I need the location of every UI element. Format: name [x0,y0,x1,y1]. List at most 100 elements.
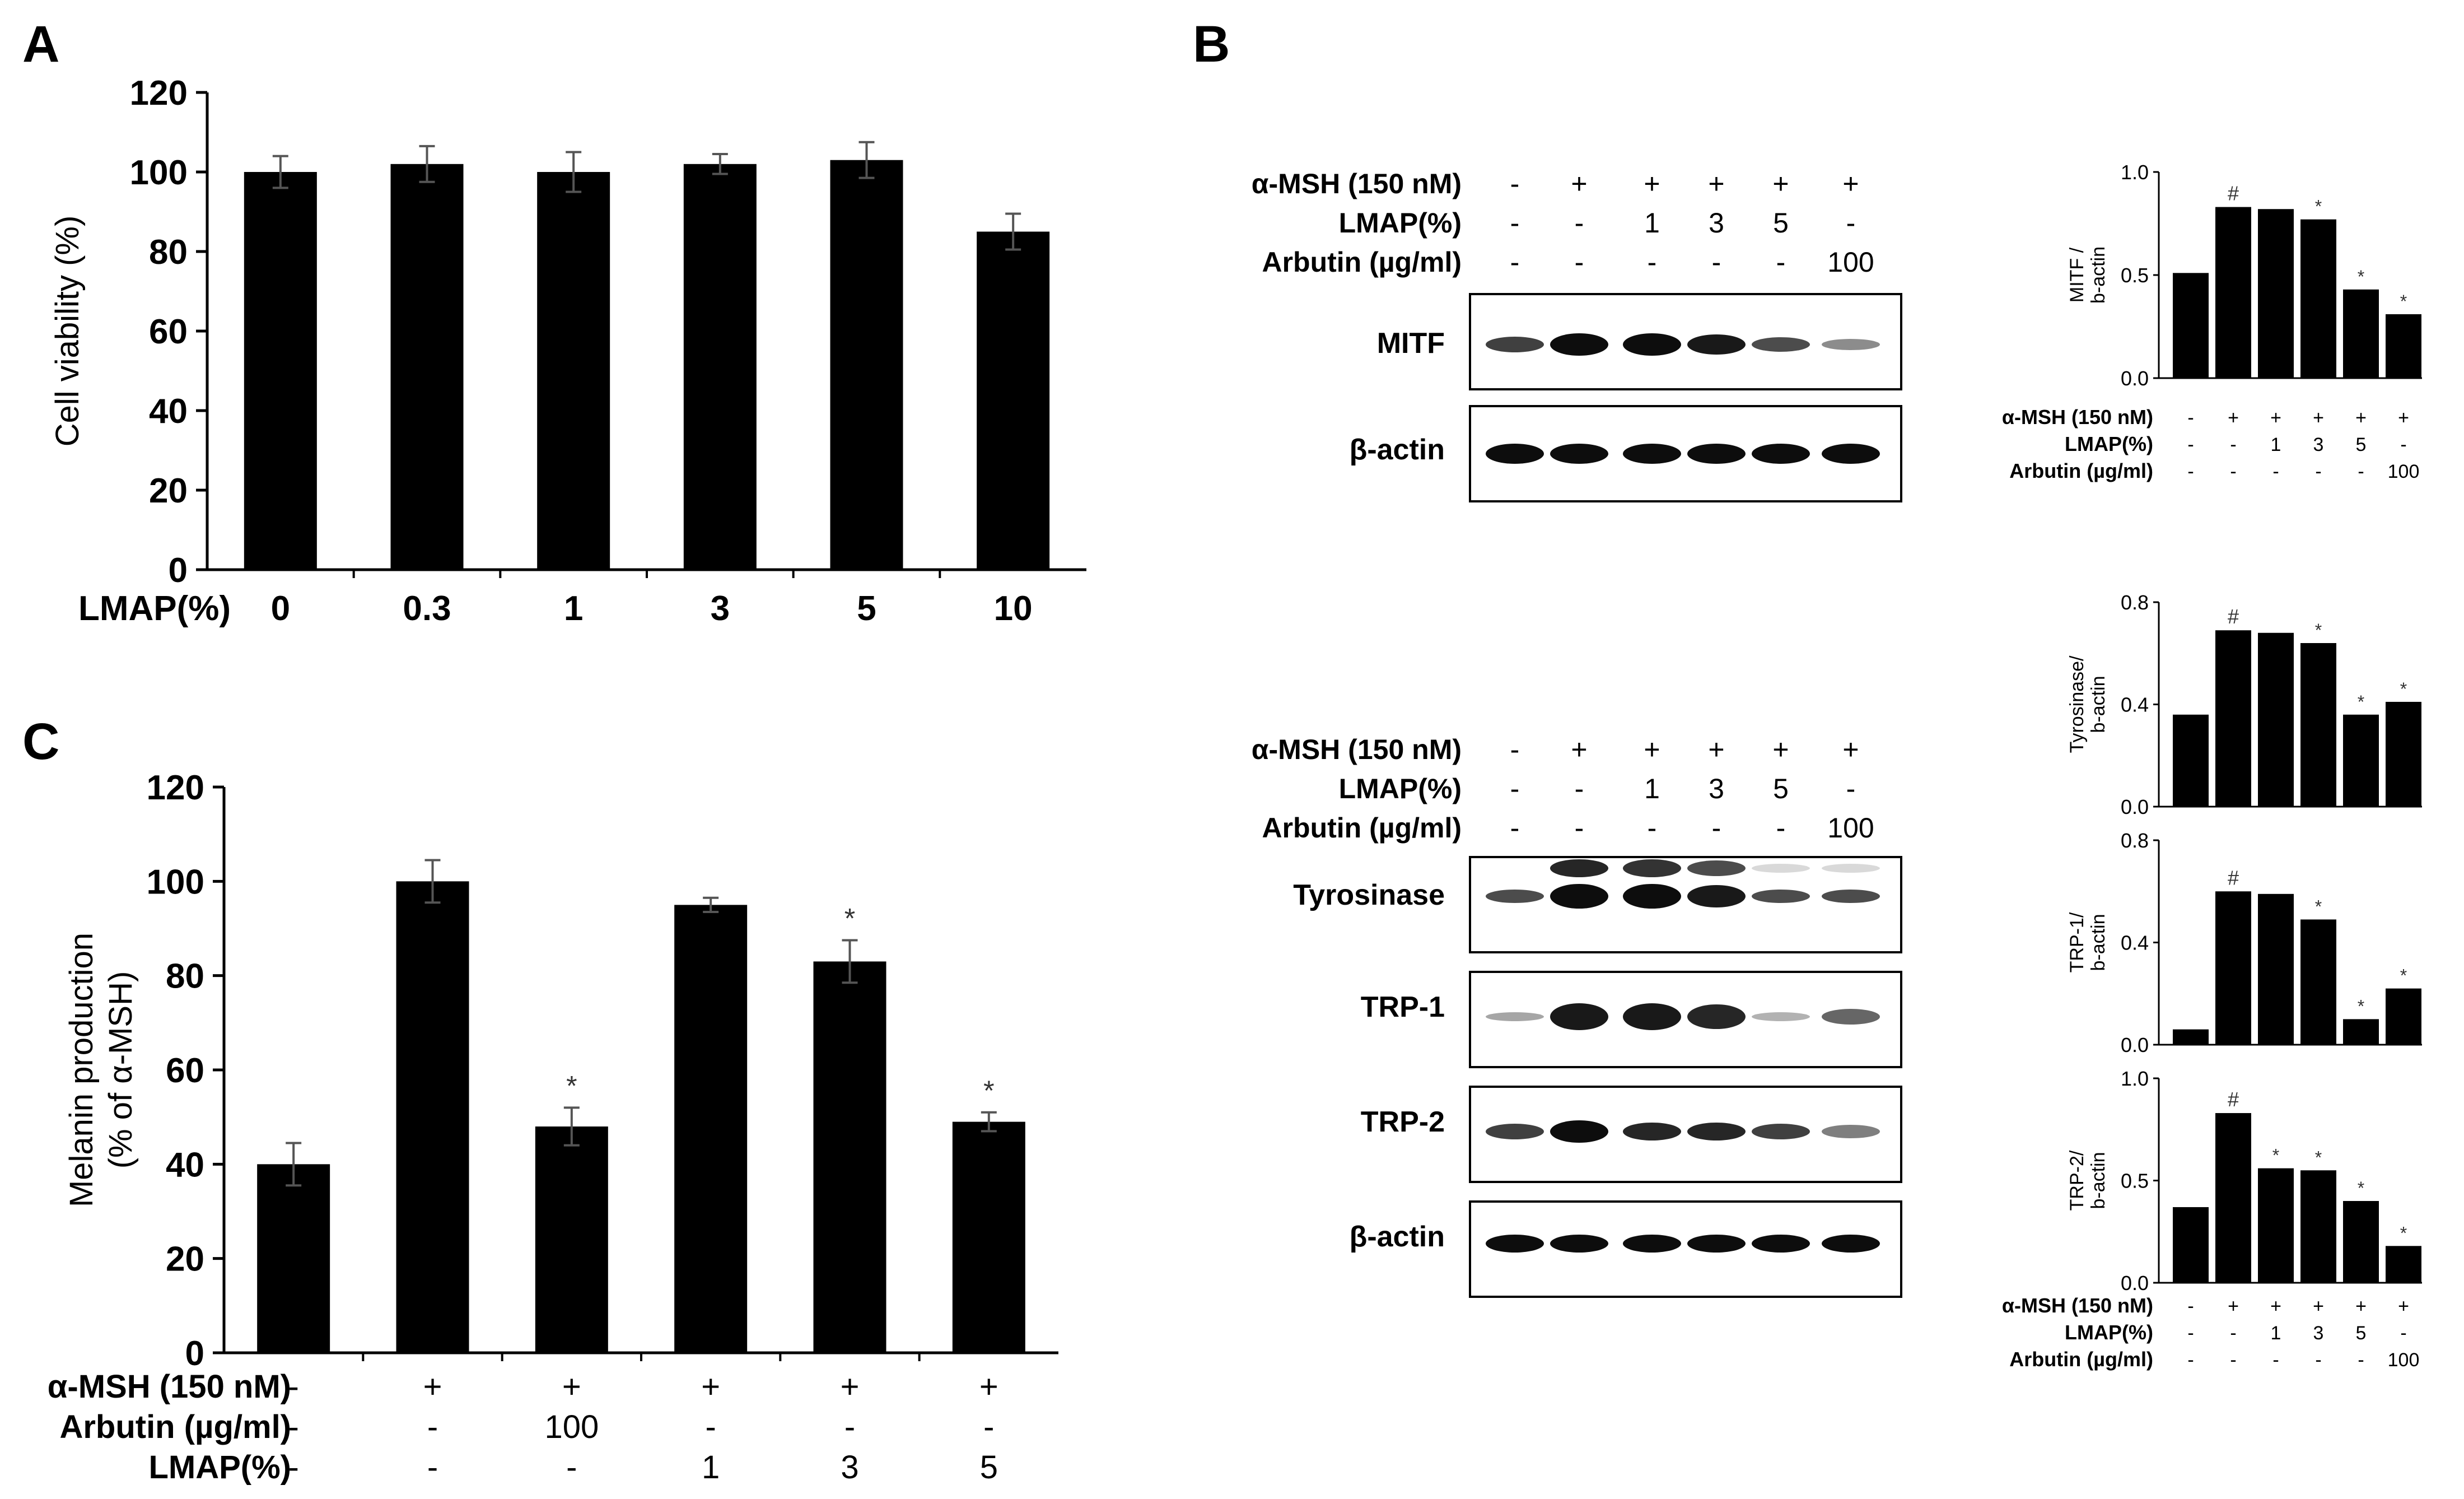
chart-c-row-value: - [566,1449,577,1486]
trp2-chart-significance-marker: # [2228,1088,2239,1111]
blot_bottom-lmap-lane-sign: - [1510,773,1520,804]
trp2-chart-y-tick-label: 0.0 [2121,1272,2149,1295]
bottom-charts-xlabels-row-value: 100 [2388,1349,2420,1371]
chartC-y-axis-label: (% of α-MSH) [102,971,139,1169]
blot_bottom-arbutin-lane-sign: - [1575,812,1584,844]
tyrosinase-chart-bar [2343,714,2379,807]
mitf-chart-y-axis-label: MITF / [2066,247,2088,302]
trp2-chart-significance-marker: * [2315,1147,2322,1167]
bottom-charts-xlabels-row-value: 5 [2356,1323,2367,1344]
bottom-charts-xlabels-row-label: α-MSH (150 nM) [2002,1294,2153,1317]
trp2-chart-significance-marker: * [2272,1146,2279,1166]
blot_top-arbutin-lane-sign: - [1776,246,1786,278]
tyrosinase-chart-y-tick-label: 0.0 [2121,795,2149,818]
mitf-chart-bar [2300,219,2336,378]
chartC-y-axis-label: Melanin production [63,933,100,1207]
tyrosinase-upper-band [1687,860,1746,876]
mitf-band [1623,333,1681,356]
top-charts-xlabels-row-value: - [2187,461,2194,482]
tyrosinase-chart-bar [2215,630,2251,807]
chartA-x-tick-label: 0.3 [403,589,451,628]
chartA-bar [977,231,1050,570]
bottom-charts-xlabels-row-value: + [2228,1296,2239,1317]
tyrosinase-chart-significance-marker: * [2315,620,2322,640]
blot_bottom-msh-lane-sign: + [1772,734,1789,765]
chart-c-row-value: 1 [702,1449,720,1486]
top-charts-xlabels-row-value: - [2315,461,2321,482]
trp1-chart-y-tick-label: 0.4 [2121,932,2149,955]
blot-bottom-band-label-trp2: TRP-2 [1361,1106,1445,1138]
chart-a-x-axis-label: LMAP(%) [78,589,231,628]
blot_top-arbutin-lane-sign: - [1648,246,1657,278]
bottom-charts-xlabels-row-value: 1 [2271,1323,2281,1344]
trp2-chart-y-tick-label: 1.0 [2121,1067,2149,1090]
mitf-chart-significance-marker: * [2400,291,2407,311]
blot_top-lmap-lane-sign: - [1575,207,1584,239]
trp2-band [1822,1125,1880,1138]
blot-bottom-band-label-actin: β-actin [1350,1221,1445,1253]
blot_top-lmap-lane-sign: - [1846,207,1856,239]
trp2-band [1486,1124,1544,1139]
top-charts-xlabels-row-value: - [2230,461,2236,482]
mitf-band [1752,337,1810,352]
blot_bottom-msh-lane-sign: + [1842,734,1859,765]
chartC-significance-marker: * [983,1075,994,1106]
chartA-y-axis-label: Cell viability (%) [49,216,86,447]
tyrosinase-band [1550,884,1608,909]
top-charts-xlabels-row-label: α-MSH (150 nM) [2002,406,2153,429]
tyrosinase-upper-band [1623,859,1681,877]
blot-top: α-MSH (150 nM) LMAP(%) Arbutin (µg/ml) -… [1252,168,1902,502]
blot_top-msh-lane-sign: - [1510,168,1520,199]
trp1-chart-bar [2300,919,2336,1045]
tyrosinase-upper-band [1550,859,1608,877]
chart-c-row-label: Arbutin (µg/ml) [59,1409,291,1445]
blot-bottom-band-label-tyrosinase: Tyrosinase [1293,879,1445,911]
chartA-x-tick-label: 10 [994,589,1033,628]
tyrosinase-chart-significance-marker: # [2228,605,2239,628]
top-charts-xlabels-row-label: LMAP(%) [2065,432,2153,455]
tyrosinase-chart-y-tick-label: 0.8 [2121,591,2149,614]
trp2-band [1687,1123,1746,1140]
trp1-band [1822,1009,1880,1025]
chartA-bar [537,172,610,570]
actin-bottom-band [1550,1235,1608,1253]
bottom-charts-xlabels-row-value: + [2270,1296,2281,1317]
chartC-significance-marker: * [566,1070,577,1101]
blot_bottom-arbutin-lane-sign: - [1776,812,1786,844]
trp1-chart-y-tick-label: 0.0 [2121,1034,2149,1056]
bottom-charts-xlabels-row-value: - [2187,1296,2194,1317]
blot_bottom-arbutin-lane-sign: - [1510,812,1520,844]
trp1-band [1550,1003,1608,1030]
blot_bottom-arbutin-lane-sign: - [1648,812,1657,844]
trp1-chart-y-tick-label: 0.8 [2121,829,2149,852]
chart-c-melanin: 0 20 40 60 80 100 120 Melanin production (% of α… [48,769,1058,1486]
bottom-charts-xlabels-row-value: + [2355,1296,2367,1317]
chart-c-row-value: 5 [980,1449,998,1486]
mitf-chart-y-tick-label: 0.0 [2121,367,2149,390]
actin-bottom-band [1822,1235,1880,1253]
top-charts-xlabels-row-value: + [2270,407,2281,429]
chartC-bar [535,1126,608,1353]
top-charts-xlabels-row-value: - [2187,434,2194,455]
actin-bottom-band [1687,1235,1746,1253]
bottom-charts-xlabels-row-label: LMAP(%) [2065,1321,2153,1344]
trp1-chart-bar [2215,891,2251,1045]
actin-bottom-band [1623,1235,1681,1253]
chartC-bar [396,881,469,1353]
actin-band [1752,444,1810,464]
bottom-charts-xlabels-row-value: - [2358,1349,2364,1371]
mitf-chart-y-tick-label: 1.0 [2121,161,2149,184]
trp2-chart-bar [2343,1201,2379,1283]
trp2-chart-bar [2386,1246,2421,1283]
chart-c-row-value: 3 [841,1449,858,1486]
mitf-band [1822,339,1880,350]
trp1-chart-bar [2343,1019,2379,1045]
chart-c-row-value: - [706,1409,716,1445]
chart-c-row-label: α-MSH (150 nM) [48,1368,291,1405]
blot_top-msh-lane-sign: + [1772,168,1789,199]
blot-bottom-tyrosinase-frame [1469,856,1902,953]
bottom-charts-xlabels-row-value: - [2315,1349,2321,1371]
blot_top-arbutin-lane-sign: 100 [1827,246,1874,278]
trp2-band [1623,1123,1681,1140]
blot_top-msh-lane-sign: + [1708,168,1724,199]
